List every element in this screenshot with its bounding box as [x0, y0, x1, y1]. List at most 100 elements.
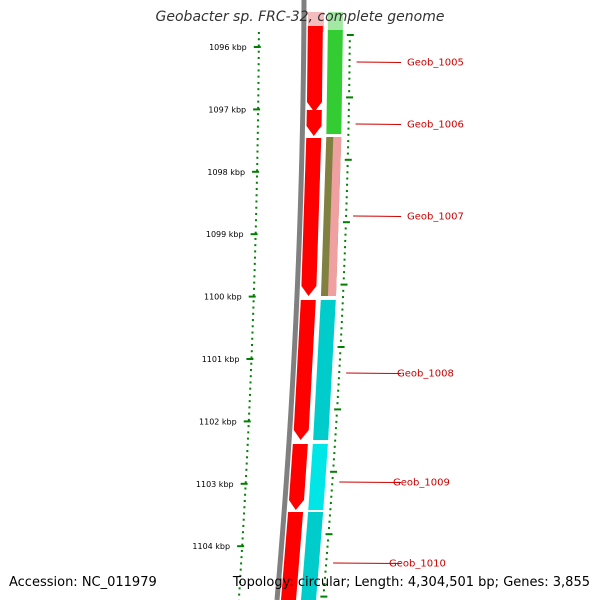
gc-dash — [348, 77, 351, 80]
gc-dash — [325, 558, 328, 561]
ruler-minor-tick — [256, 144, 259, 147]
gc-dash — [348, 65, 351, 68]
gene-arrow — [306, 26, 323, 112]
gc-dash — [330, 495, 333, 498]
ruler-minor-tick — [247, 418, 250, 421]
gene-label[interactable]: Geob_1009 — [393, 478, 450, 489]
gc-dash — [342, 221, 350, 224]
gc-dash — [342, 277, 345, 280]
ruler-minor-tick — [249, 375, 252, 378]
ruler-minor-tick — [253, 262, 256, 265]
gc-dash — [323, 583, 326, 586]
ruler-minor-tick — [247, 431, 250, 434]
ruler-minor-tick — [250, 350, 253, 353]
gc-dash — [345, 202, 348, 205]
gc-dash — [347, 133, 350, 136]
gc-dash — [346, 183, 349, 186]
ruler-minor-tick — [254, 244, 257, 247]
feature-block — [326, 30, 343, 134]
gc-dash — [340, 333, 343, 336]
gc-dash — [327, 539, 330, 542]
gc-dash — [340, 321, 343, 324]
ruler-minor-tick — [248, 406, 251, 409]
ruler-tick-label: 1099 kbp — [206, 230, 244, 239]
gc-dash — [326, 545, 329, 548]
gc-dash — [334, 408, 342, 411]
ruler-minor-tick — [238, 593, 241, 596]
ruler-minor-tick — [246, 443, 249, 446]
gc-dash — [347, 146, 350, 149]
ruler-minor-tick — [256, 125, 259, 128]
ruler-tick-label: 1104 kbp — [192, 542, 230, 551]
ruler-minor-tick — [257, 75, 260, 78]
gc-dash — [326, 551, 329, 554]
ruler-minor-tick — [244, 481, 247, 484]
ruler-minor-tick — [241, 537, 244, 540]
gene-arrow — [301, 138, 322, 296]
gc-dash — [344, 158, 352, 161]
gc-dash — [345, 214, 348, 217]
length-label: Length: 4,304,501 bp — [354, 575, 495, 590]
gc-dash — [337, 346, 345, 348]
ruler-minor-tick — [257, 81, 260, 84]
ruler-minor-tick — [255, 206, 258, 209]
gc-dash — [334, 439, 337, 442]
gc-dash — [337, 377, 340, 380]
ruler-tick-label: 1097 kbp — [208, 105, 246, 114]
ruler-minor-tick — [242, 524, 245, 527]
feature-fragment — [327, 12, 343, 32]
ruler-minor-tick — [255, 175, 258, 178]
ruler-minor-tick — [257, 50, 260, 53]
ruler-minor-tick — [257, 106, 260, 109]
ruler-minor-tick — [246, 450, 249, 453]
ruler-minor-tick — [248, 393, 251, 396]
gc-dash — [320, 595, 328, 598]
gene-arrow — [289, 444, 308, 510]
ruler-minor-tick — [249, 387, 252, 390]
gene-label[interactable]: Geob_1005 — [407, 58, 464, 69]
ruler-minor-tick — [257, 32, 260, 34]
gc-dash — [330, 470, 338, 473]
gene-label[interactable]: Geob_1008 — [397, 369, 454, 380]
ruler-minor-tick — [248, 400, 251, 403]
gc-dash — [329, 508, 332, 511]
gene-label[interactable]: Geob_1010 — [389, 559, 446, 570]
ruler-minor-tick — [255, 188, 258, 190]
ruler-tick-label: 1100 kbp — [204, 293, 242, 302]
gc-dash — [333, 445, 336, 448]
gc-dash — [328, 520, 331, 523]
ruler-minor-tick — [241, 543, 244, 546]
ruler-minor-tick — [241, 531, 244, 534]
gene-label[interactable]: Geob_1006 — [407, 120, 464, 131]
ruler-minor-tick — [245, 462, 248, 465]
gene-arrow — [281, 512, 304, 600]
gene-arrow — [306, 110, 322, 136]
ruler-minor-tick — [254, 237, 257, 240]
ruler-minor-tick — [252, 306, 255, 309]
gc-dash — [346, 152, 349, 155]
gc-dash — [329, 502, 332, 504]
ruler-minor-tick — [238, 581, 241, 584]
ruler-minor-tick — [257, 44, 260, 47]
gc-dash — [332, 464, 335, 467]
ruler-minor-tick — [252, 312, 255, 315]
gc-dash — [335, 420, 338, 423]
ruler-minor-tick — [252, 294, 255, 297]
gc-dash — [335, 414, 338, 417]
genome-stats: Topology: circular; Length: 4,304,501 bp… — [232, 575, 590, 590]
gc-dash — [347, 121, 350, 124]
ruler: 1096 kbp 1097 kbp 1098 kbp 1099 kbp 1100 kbp… — [192, 43, 261, 551]
gc-dash — [324, 570, 327, 573]
gc-dash — [343, 271, 346, 274]
gc-dash — [344, 239, 347, 242]
ruler-minor-tick — [239, 574, 242, 577]
gc-dash — [331, 477, 334, 480]
gc-dash — [341, 314, 344, 317]
gene-label[interactable]: Geob_1007 — [407, 212, 464, 223]
gc-dash — [347, 115, 350, 118]
gc-dash — [344, 246, 347, 249]
ruler-minor-tick — [255, 181, 258, 184]
gc-dash — [339, 339, 342, 342]
ruler-tick-label: 1098 kbp — [207, 168, 245, 177]
accession-label: Accession: NC_011979 — [9, 575, 157, 590]
